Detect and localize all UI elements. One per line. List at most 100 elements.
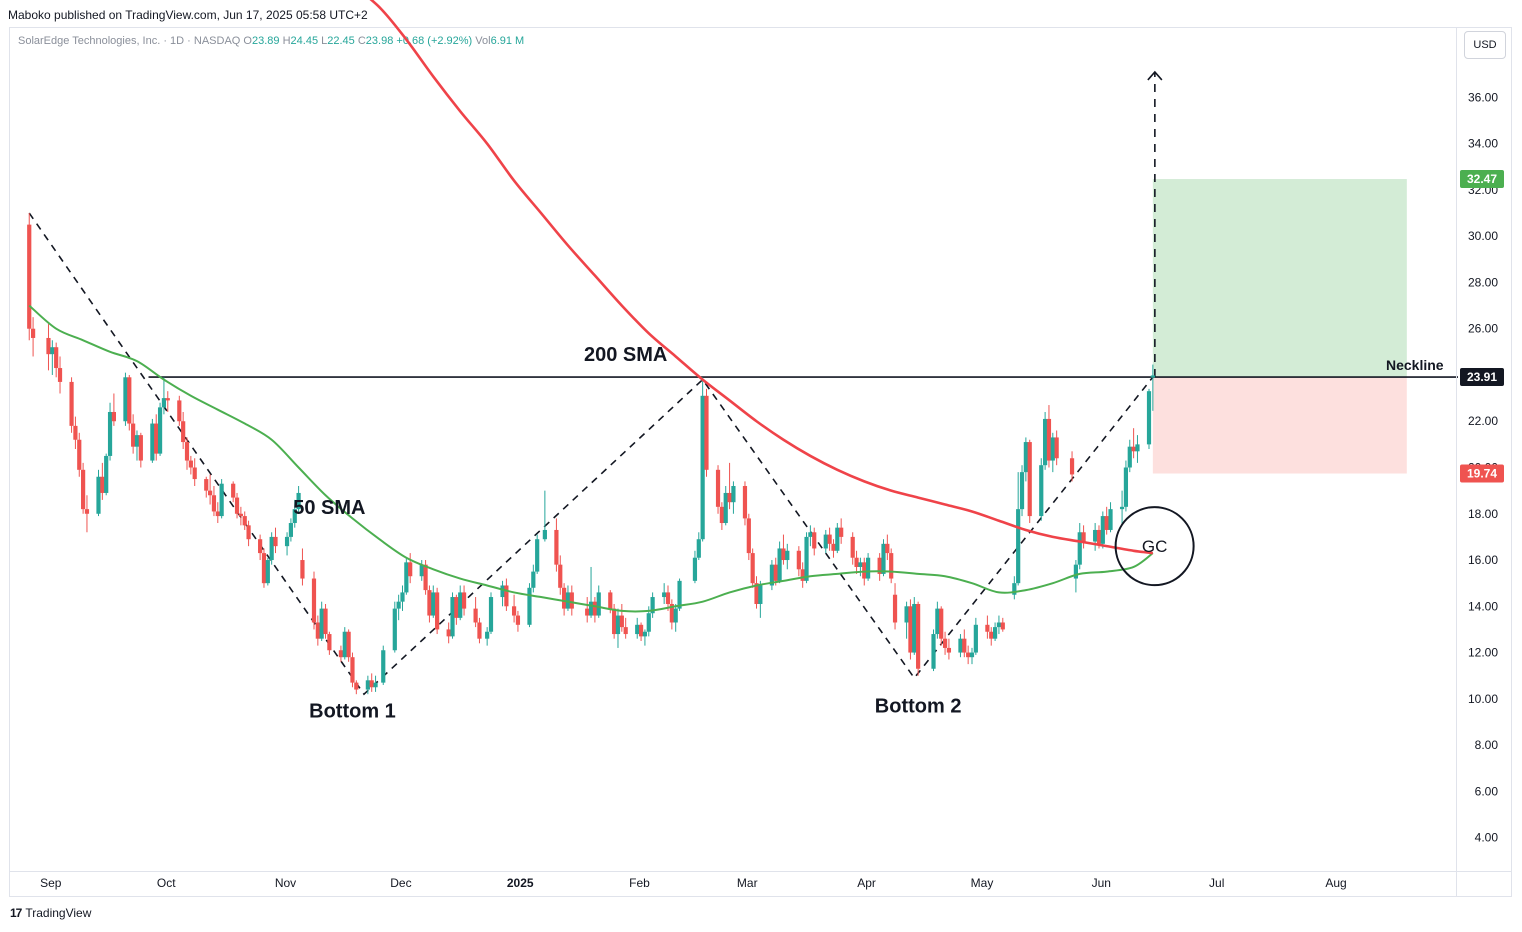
close-value: 23.98 <box>365 35 394 47</box>
candle-up <box>1093 529 1098 542</box>
candle-up <box>531 571 536 588</box>
candle-down <box>238 513 243 517</box>
candle-down <box>827 534 832 544</box>
candle-up <box>1016 509 1021 584</box>
candle-down <box>862 562 867 579</box>
candle-down <box>854 557 859 567</box>
candle-down <box>315 622 320 639</box>
x-tick-label: Mar <box>737 876 758 890</box>
candle-down <box>750 553 755 584</box>
candle-down <box>138 435 143 461</box>
candle-down <box>1046 418 1052 461</box>
candle-up <box>677 580 682 609</box>
y-tick-label: 10.00 <box>1468 692 1498 706</box>
candle-down <box>504 585 509 607</box>
candle-down <box>242 516 247 526</box>
candle-down <box>127 377 132 424</box>
x-tick-label: Apr <box>857 876 876 890</box>
candle-up <box>931 634 936 669</box>
tradingview-logo-icon: 17 <box>10 906 22 920</box>
candle-up <box>134 435 140 447</box>
candle-down <box>592 601 597 616</box>
candle-down <box>812 532 817 549</box>
stop-zone <box>1152 377 1407 474</box>
candle-up <box>785 550 790 561</box>
candle-down <box>704 395 709 470</box>
candle-up <box>731 486 736 503</box>
candle-up <box>992 627 998 639</box>
close-label: C <box>357 35 366 47</box>
sma200-line <box>369 0 1154 555</box>
candle-up <box>804 536 809 581</box>
candle-up <box>157 407 163 454</box>
y-tick-label: 28.00 <box>1468 275 1498 289</box>
candle-down <box>1131 446 1136 452</box>
candle-up <box>673 608 678 623</box>
candle-up <box>219 483 224 517</box>
candle-down <box>177 400 182 422</box>
candle-down <box>69 381 74 426</box>
candle-down <box>30 328 36 338</box>
candle-down <box>669 603 674 623</box>
candle-down <box>715 469 721 507</box>
candle-down <box>719 506 724 524</box>
candle-down <box>184 442 190 461</box>
x-tick-label: May <box>971 876 994 890</box>
candle-up <box>373 682 378 688</box>
candle-down <box>231 483 236 498</box>
x-tick-label: Nov <box>275 876 296 890</box>
candle-up <box>646 613 651 632</box>
candle-down <box>215 511 220 517</box>
candle-down <box>427 590 432 616</box>
candle-down <box>623 627 628 635</box>
chart-annotation: Bottom 1 <box>309 700 396 722</box>
price-label-box <box>1460 170 1504 189</box>
candle-down <box>311 578 317 623</box>
candle-up <box>485 631 490 639</box>
price-label: 23.91 <box>1467 370 1497 384</box>
tradingview-brand[interactable]: 17 TradingView <box>10 906 91 920</box>
candle-up <box>904 606 909 623</box>
candle-up <box>858 562 863 567</box>
candle-up <box>769 564 775 586</box>
candle-down <box>188 460 193 468</box>
x-tick-label: Aug <box>1325 876 1346 890</box>
low-value: 22.45 <box>327 35 355 47</box>
candle-up <box>404 562 409 593</box>
candle-down <box>1096 529 1102 544</box>
candle-down <box>300 560 305 579</box>
candle-up <box>973 624 978 653</box>
candle-up <box>488 597 494 632</box>
candle-down <box>77 439 82 470</box>
candle-up <box>107 411 113 456</box>
candle-up <box>1023 442 1028 473</box>
candle-up <box>777 548 782 581</box>
x-tick-label: Oct <box>157 876 176 890</box>
candle-up <box>808 532 813 537</box>
candle-down <box>1054 437 1059 459</box>
candle-up <box>700 395 705 540</box>
candle-down <box>796 550 801 570</box>
candle-down <box>962 638 967 653</box>
candle-up <box>650 597 655 614</box>
candle-down <box>727 492 732 503</box>
currency-button[interactable]: USD <box>1464 31 1506 59</box>
x-tick-label: Jul <box>1209 876 1224 890</box>
candle-up <box>866 557 871 579</box>
candle-up <box>527 587 532 625</box>
change-value: +0.68 (+2.92%) <box>396 35 473 47</box>
candle-up <box>542 529 547 540</box>
candle-up <box>396 601 401 609</box>
candle-up <box>881 543 886 574</box>
candle-up <box>696 539 701 558</box>
candle-up <box>400 592 405 602</box>
candle-up <box>969 652 975 658</box>
candle-down <box>354 682 359 690</box>
candle-down <box>46 337 51 355</box>
candle-up <box>500 585 505 598</box>
high-value: 24.45 <box>290 35 319 47</box>
chart-annotation: 50 SMA <box>293 497 365 519</box>
candle-down <box>1000 622 1005 630</box>
price-label-box <box>1460 368 1504 387</box>
